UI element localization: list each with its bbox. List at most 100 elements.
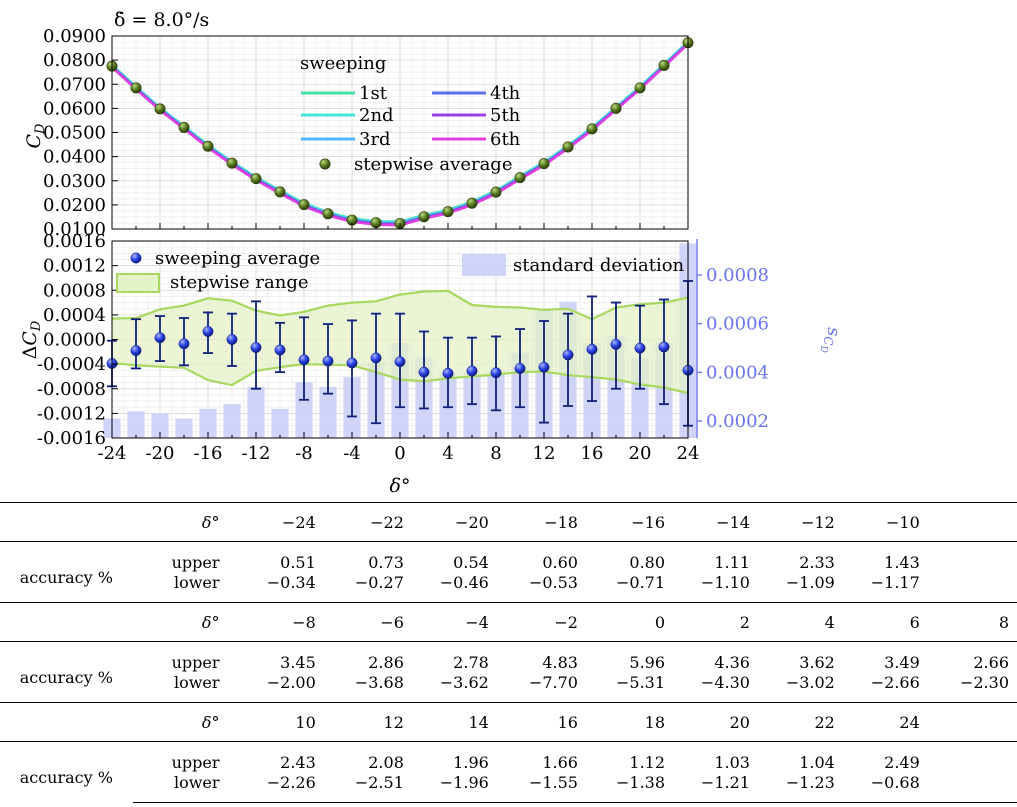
upper-value: 4.83 — [496, 641, 586, 672]
y-tick-label: 0.0800 — [43, 50, 106, 71]
sweeping-average-point — [418, 366, 430, 378]
accuracy-row-label: accuracy % — [0, 541, 133, 603]
lower-value — [928, 572, 1017, 603]
x-tick-label: -24 — [98, 443, 127, 464]
std-dev-bar — [175, 418, 193, 438]
sweeping-average-point — [226, 334, 238, 345]
angle-header-cell: −12 — [757, 502, 843, 542]
x-tick-label: -12 — [242, 443, 271, 464]
sweeping-average-point — [370, 352, 382, 364]
upper-value: 2.33 — [757, 541, 843, 572]
angle-header-label: δ° — [132, 702, 234, 742]
angle-header-cell: −8 — [233, 602, 324, 642]
angle-header-cell: 18 — [585, 702, 674, 742]
angle-header-row: δ° 10 12 14 16 18 20 22 24 — [0, 702, 1017, 742]
upper-value: 4.36 — [673, 641, 758, 672]
lower-value: −0.46 — [439, 572, 489, 592]
stepwise-average-point — [490, 186, 502, 198]
sweeping-average-point — [658, 341, 670, 353]
y-tick-label: -0.0004 — [37, 354, 106, 375]
legend-label: sweeping average — [155, 248, 320, 269]
angle-header-cell: −16 — [585, 502, 674, 542]
lower-value: −1.17 — [870, 572, 920, 592]
std-dev-bar — [151, 413, 169, 438]
upper-value: 1.12 — [585, 741, 674, 772]
std-dev-bar — [319, 386, 337, 438]
angle-header-cell: −24 — [233, 502, 324, 542]
angle-header-cell: −6 — [323, 602, 412, 642]
angle-header-cell: 2 — [673, 602, 758, 642]
lower-value: −7.70 — [528, 672, 578, 692]
sweeping-average-point — [442, 367, 454, 379]
s-cd-axis-label-subsub: D — [818, 345, 828, 353]
y-tick-label: 0.0200 — [43, 195, 106, 216]
y-tick-label: 0.0000 — [43, 330, 106, 351]
stepwise-average-point — [226, 157, 238, 169]
stepwise-average-point — [634, 82, 646, 94]
x-tick-label: 8 — [490, 443, 501, 464]
angle-header-cell: −22 — [323, 502, 412, 542]
y-tick-label: 0.0900 — [43, 26, 106, 47]
lower-value: −1.09 — [785, 572, 835, 592]
x-tick-label: 24 — [677, 443, 700, 464]
accuracy-table: δ° −24 −22 −20 −18 −16 −14 −12 −10 accuracy % uppe… — [0, 502, 1017, 803]
y-tick-label: 0.0500 — [43, 123, 106, 144]
upper-value — [927, 541, 1017, 572]
lower-value: −1.21 — [673, 772, 758, 803]
x-tick-label: 20 — [629, 443, 652, 464]
lower-row: lower −2.26 −2.51 −1.96 −1.55 −1.38 −1.21 −1.23… — [0, 772, 1017, 803]
angle-header-cell: 6 — [842, 602, 928, 642]
sweeping-average-point — [466, 365, 478, 377]
sweeping-average-point — [250, 342, 262, 353]
lower-label: lower — [173, 672, 220, 692]
stepwise-average-point — [610, 102, 622, 114]
angle-header-cell: 10 — [233, 702, 324, 742]
x-tick-label: -8 — [295, 443, 313, 464]
accuracy-table-container: δ° −24 −22 −20 −18 −16 −14 −12 −10 accuracy % uppe… — [0, 502, 1017, 803]
lower-value: −3.02 — [785, 672, 835, 692]
legend-marker-sweeping — [130, 252, 142, 264]
lower-value: −0.71 — [615, 572, 666, 592]
angle-header-cell: 22 — [757, 702, 843, 742]
lower-value: −2.66 — [870, 672, 920, 692]
lower-value: −0.53 — [528, 572, 578, 592]
angle-header-cell: −4 — [411, 602, 497, 642]
delta-cd-axis-label-sub: D — [29, 320, 44, 332]
stepwise-average-point — [322, 208, 334, 220]
y-tick-label: 0.0012 — [43, 256, 106, 277]
s-cd-axis-label-sub: C — [821, 336, 835, 345]
lower-value: −0.34 — [266, 572, 316, 592]
angle-header-label: δ° — [132, 602, 234, 642]
sweeping-average-point — [346, 357, 358, 369]
angle-header-cell: 14 — [411, 702, 497, 742]
stepwise-average-point — [442, 206, 454, 218]
sweeping-average-point — [586, 343, 598, 355]
upper-value: 1.03 — [673, 741, 758, 772]
upper-value: 3.49 — [842, 641, 928, 672]
y-tick-label: 0.0016 — [43, 231, 106, 252]
legend-label: 2nd — [359, 105, 394, 126]
y2-tick-label: 0.0004 — [706, 362, 769, 383]
lower-value: −5.31 — [615, 672, 666, 692]
std-dev-bar — [199, 408, 217, 438]
stepwise-average-point — [130, 82, 142, 94]
sweeping-average-point — [562, 349, 574, 361]
upper-value: 2.86 — [323, 641, 412, 672]
sweeping-average-point — [394, 356, 406, 368]
angle-header-cell: 20 — [673, 702, 758, 742]
x-tick-label: -20 — [146, 443, 175, 464]
sweeping-average-point — [298, 354, 310, 366]
delta-cd-axis-label: ΔCD — [19, 320, 44, 359]
std-dev-bar — [463, 372, 481, 438]
y2-tick-label: 0.0002 — [706, 411, 769, 432]
legend-swatch-std — [462, 254, 506, 276]
delta-cd-axis-label-delta: Δ — [19, 346, 41, 360]
angle-header-cell — [927, 702, 1017, 742]
angle-header-cell: 12 — [323, 702, 412, 742]
upper-value: 1.11 — [673, 541, 758, 572]
upper-value: 0.60 — [496, 541, 586, 572]
std-dev-bar — [295, 382, 313, 438]
cd-axis-label-main: C — [23, 133, 45, 148]
header-empty-cell — [0, 702, 133, 742]
sweeping-average-point — [274, 344, 286, 356]
